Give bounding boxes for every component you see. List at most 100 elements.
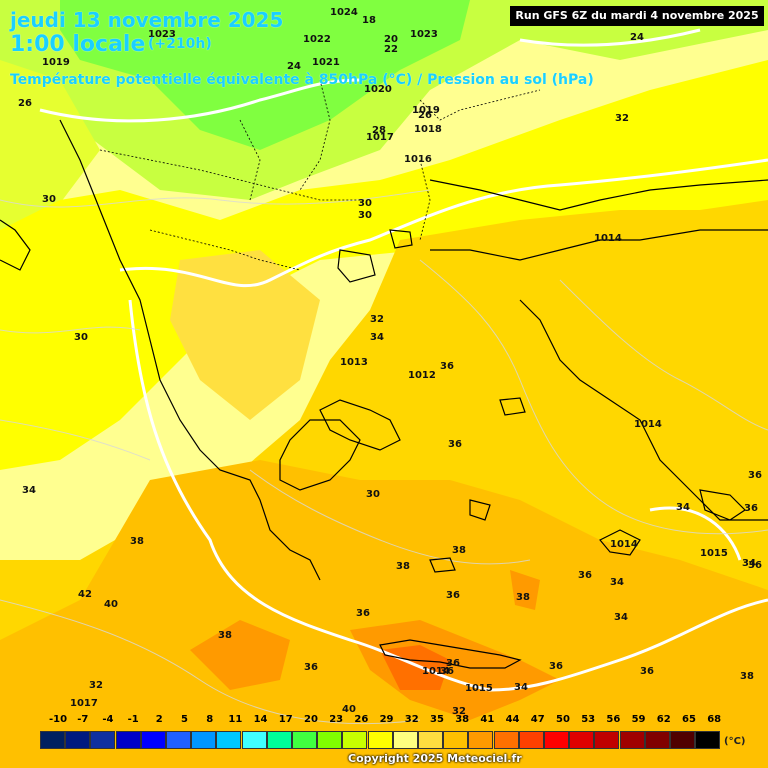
legend-tick-label: 47 [530, 714, 545, 725]
theta-e-label: 30 [358, 198, 372, 209]
theta-e-label: 38 [396, 561, 410, 572]
legend-tick-label: 17 [278, 714, 293, 725]
theta-e-label: 32 [89, 680, 103, 691]
pressure-label: 1017 [366, 132, 394, 143]
coastlines [0, 119, 768, 669]
theta-e-label: 30 [74, 332, 88, 343]
theta-e-label: 36 [744, 503, 758, 514]
pressure-label: 1020 [364, 84, 392, 95]
pressure-label: 1021 [312, 57, 340, 68]
pressure-labels: 1024 1023 1022 1021 1019 1020 1019 1017 … [42, 7, 728, 709]
theta-e-label: 26 [418, 110, 432, 121]
forecast-date: jeudi 13 novembre 2025 [10, 8, 284, 32]
theta-e-label: 32 [452, 706, 466, 717]
legend-tick-label: 65 [682, 714, 696, 725]
legend-tick-label: -1 [127, 714, 139, 725]
legend-tick-label: -4 [102, 714, 114, 725]
legend-tick-label: 59 [631, 714, 646, 725]
theta-e-label: 34 [742, 558, 756, 569]
legend-swatch [644, 731, 670, 749]
legend-tick-label: 41 [480, 714, 495, 725]
legend-swatch [241, 731, 267, 749]
pressure-label: 1017 [70, 698, 98, 709]
band-gold-west [170, 250, 320, 420]
theta-e-label: 24 [630, 32, 644, 43]
theta-e-label: 24 [287, 61, 301, 72]
model-run-label: Run GFS 6Z du mardi 4 novembre 2025 [510, 6, 764, 26]
theta-e-label: 34 [370, 332, 384, 343]
copyright-text: Copyright 2025 Meteociel.fr [348, 752, 522, 765]
theta-e-label: 36 [440, 361, 454, 372]
theta-e-label: 34 [676, 502, 690, 513]
theta-e-label: 30 [366, 489, 380, 500]
legend-tick-label: 50 [556, 714, 570, 725]
legend-tick-label: -7 [77, 714, 89, 725]
pressure-label: 1022 [303, 34, 331, 45]
legend-swatch [266, 731, 292, 749]
theta-e-label: 30 [358, 210, 372, 221]
borders [99, 79, 541, 271]
theta-e-label: 36 [356, 608, 370, 619]
legend-swatch [392, 731, 418, 749]
band-orange-south [0, 460, 768, 768]
legend-tick-label: 29 [379, 714, 394, 725]
band-yellow-mid [0, 60, 768, 470]
legend-swatch [191, 731, 217, 749]
pressure-label: 1023 [410, 29, 438, 40]
legend-swatch [65, 731, 91, 749]
pressure-label: 1018 [414, 124, 442, 135]
band-deep-orange [190, 570, 560, 720]
theta-e-label: 36 [748, 560, 762, 571]
theta-e-label: 38 [516, 592, 530, 603]
legend-swatch [40, 731, 65, 749]
legend-tick-label: 53 [581, 714, 596, 725]
legend-swatch [418, 731, 443, 749]
theta-e-label: 34 [22, 485, 36, 496]
color-scale-legend: -10 -7 -4 -1 2 5 8 11 14 17 20 23 26 29 32 35 38 41 44 47 50… [38, 712, 768, 768]
legend-swatch [367, 731, 393, 749]
legend-swatch [166, 731, 191, 749]
theta-e-label: 20 [384, 34, 398, 45]
forecast-lead-time: (+210h) [148, 36, 212, 52]
legend-tick-label: 32 [404, 714, 419, 725]
pressure-label: 1016 [404, 154, 432, 165]
legend-tick-label: 35 [430, 714, 444, 725]
legend-swatch [216, 731, 242, 749]
theta-e-label: 36 [440, 666, 454, 677]
legend-swatch [443, 731, 469, 749]
pressure-label: 1024 [330, 7, 358, 18]
theta-e-label: 36 [446, 590, 460, 601]
theta-e-label: 36 [748, 470, 762, 481]
theta-e-label: 22 [384, 44, 398, 55]
isobars-thin [0, 189, 768, 725]
theta-e-label: 36 [578, 570, 592, 581]
legend-tick-label: 38 [455, 714, 470, 725]
theta-e-label: 34 [610, 577, 624, 588]
legend-tick-label: 23 [329, 714, 344, 725]
legend-swatch [140, 731, 166, 749]
legend-tick-label: 26 [354, 714, 369, 725]
legend-tick-label: 2 [155, 714, 163, 725]
legend-swatch [619, 731, 645, 749]
legend-unit: (°C) [724, 736, 746, 747]
band-lime-northwest [0, 60, 100, 260]
legend-swatch [115, 731, 141, 749]
legend-swatch [670, 731, 695, 749]
theta-e-label: 32 [370, 314, 384, 325]
theta-e-label: 38 [218, 630, 232, 641]
legend-tick-label: 11 [228, 714, 243, 725]
legend-swatch [569, 731, 595, 749]
legend-swatch [317, 731, 343, 749]
theta-e-label: 36 [448, 439, 462, 450]
theta-e-label: 26 [18, 98, 32, 109]
pressure-label: 1014 [634, 419, 662, 430]
theta-e-label: 40 [104, 599, 118, 610]
pressure-label: 1012 [408, 370, 436, 381]
legend-swatch [90, 731, 116, 749]
theta-e-label: 40 [342, 704, 356, 715]
legend-swatch [468, 731, 494, 749]
theta-e-label: 18 [362, 15, 376, 26]
legend-tick-label: 5 [181, 714, 188, 725]
